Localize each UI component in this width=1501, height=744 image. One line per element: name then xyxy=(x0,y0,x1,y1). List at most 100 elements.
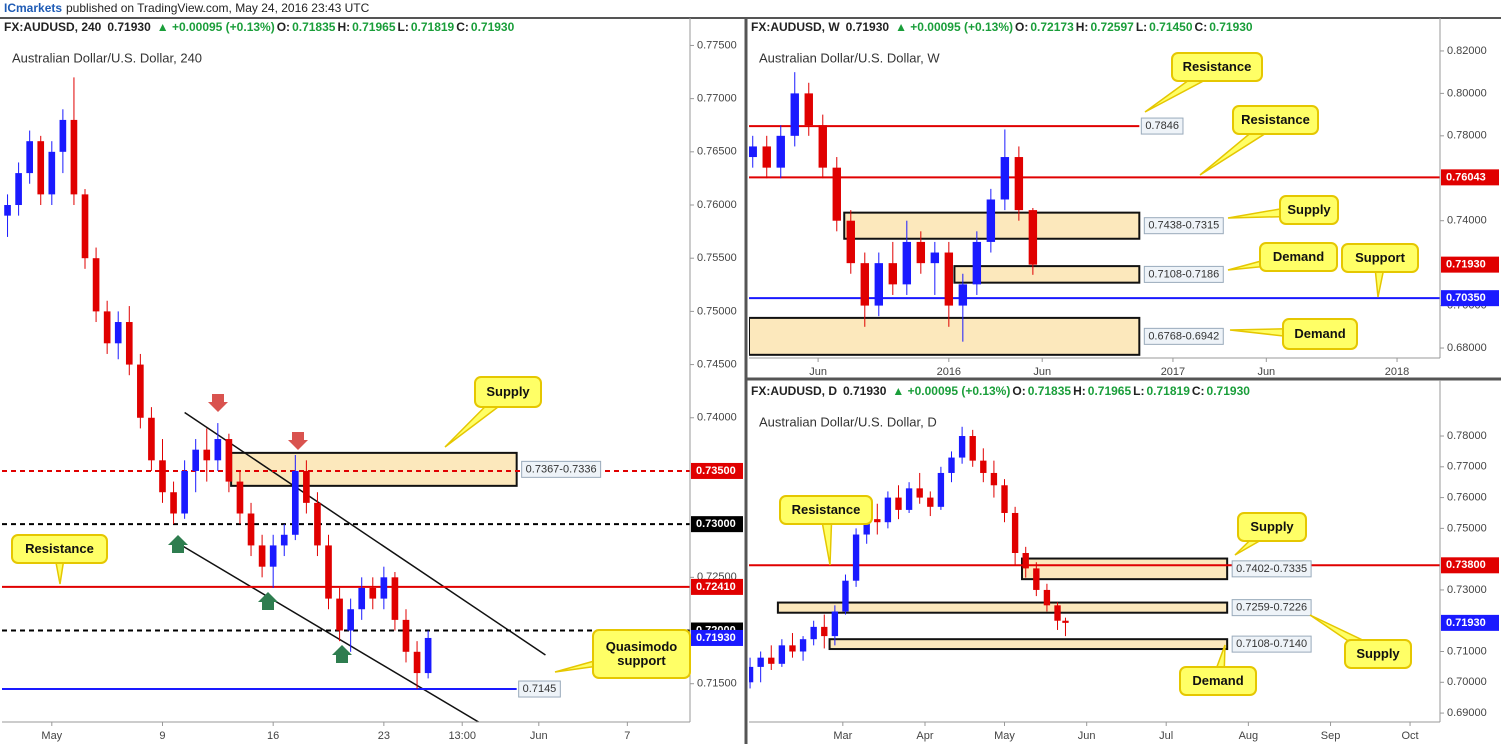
zone-label-box xyxy=(1143,217,1224,235)
candle-body xyxy=(757,657,764,667)
candle-body xyxy=(258,545,266,567)
candle-body xyxy=(81,194,89,259)
header-text: 0.71930 xyxy=(1207,384,1251,398)
candle-body xyxy=(916,241,926,264)
price-label: 0.73500 xyxy=(696,465,736,477)
callout-text: Resistance xyxy=(1241,112,1310,127)
candle-body xyxy=(832,167,841,221)
x-tick-label: 9 xyxy=(159,730,165,742)
callout-text: Quasimodo support xyxy=(605,639,678,668)
header-text: FX:AUDUSD, 240 xyxy=(4,20,102,34)
candle-body xyxy=(1043,589,1051,606)
x-tick-label: Apr xyxy=(916,730,933,742)
callout-text: Resistance xyxy=(791,502,861,517)
x-tick-label: 16 xyxy=(267,730,279,742)
candle-body xyxy=(818,125,827,168)
candle-body xyxy=(980,460,987,473)
callout-box xyxy=(1344,639,1412,669)
x-tick-label: Jun xyxy=(809,366,827,378)
y-tick-label: 0.71000 xyxy=(1447,645,1487,657)
candle-body xyxy=(958,284,968,306)
price-label: 0.71930 xyxy=(696,632,736,644)
y-tick-label: 0.74000 xyxy=(1447,215,1487,227)
callout: Resistance xyxy=(1183,60,1252,74)
candle-body xyxy=(4,205,11,216)
arrow-marker xyxy=(258,592,278,610)
candle-body xyxy=(336,598,343,631)
candle-body xyxy=(114,322,122,344)
candle-body xyxy=(15,173,22,206)
candle-body xyxy=(269,545,277,567)
header-text: ▲ +0.00095 (+0.13%) xyxy=(157,20,275,34)
callout-text: Supply xyxy=(1356,646,1400,661)
y-tick-label: 0.76500 xyxy=(697,146,737,158)
zone-label: 0.6768-0.6942 xyxy=(1148,330,1219,342)
candle-body xyxy=(902,241,912,285)
candle-body xyxy=(799,639,807,652)
header-text: H: xyxy=(1076,20,1089,34)
y-tick-label: 0.73000 xyxy=(1447,584,1487,596)
candle-body xyxy=(48,151,56,195)
y-tick-label: 0.75500 xyxy=(697,252,737,264)
callout-text: Supply xyxy=(486,384,530,399)
candle-body xyxy=(927,497,934,507)
price-label-box xyxy=(691,516,743,533)
callout-box xyxy=(1341,243,1419,273)
x-tick-label: May xyxy=(994,730,1015,742)
callout: Demand xyxy=(1192,674,1243,688)
candle-body xyxy=(804,93,813,126)
candle-body xyxy=(325,545,332,599)
callout: Supply xyxy=(486,384,530,399)
y-tick-label: 0.77500 xyxy=(697,39,737,51)
callout-box xyxy=(592,629,691,679)
callout-box xyxy=(1179,666,1257,696)
zone xyxy=(230,451,518,487)
candle-body xyxy=(986,199,996,242)
zone xyxy=(749,316,1141,356)
callout-box xyxy=(1237,512,1307,542)
candle-body xyxy=(203,449,211,461)
callout-box xyxy=(474,376,542,408)
price-label-box xyxy=(1441,290,1499,307)
candle-body xyxy=(990,472,998,486)
candle-body xyxy=(778,645,786,664)
arrow-marker xyxy=(288,432,308,450)
y-tick-label: 0.76000 xyxy=(1447,491,1487,503)
candle-body xyxy=(103,311,111,344)
candle-body xyxy=(214,439,222,461)
header-text: 0.71835 xyxy=(292,20,336,34)
candle-body xyxy=(59,119,67,152)
candle-body xyxy=(749,146,757,158)
arrow-marker xyxy=(332,645,352,663)
x-tick-label: Jun xyxy=(1257,366,1275,378)
candle-body xyxy=(236,481,244,514)
price-label-box xyxy=(1441,614,1499,631)
zone-label-box xyxy=(521,460,602,478)
candle-body xyxy=(768,657,775,664)
zone-label-box xyxy=(1143,265,1224,283)
header-text: 0.71835 xyxy=(1028,384,1072,398)
zone-label: 0.7108-0.7186 xyxy=(1148,268,1219,280)
candle-body xyxy=(358,587,366,610)
candle-body xyxy=(884,497,892,523)
header-text: 0.71930 xyxy=(1209,20,1253,34)
header-text: 0.71930 xyxy=(471,20,515,34)
y-tick-label: 0.80000 xyxy=(1447,87,1487,99)
x-tick-label: 7 xyxy=(624,730,630,742)
candle-body xyxy=(852,534,860,581)
callout: Supply xyxy=(1250,520,1293,534)
candle-body xyxy=(972,241,982,285)
y-tick-label: 0.77000 xyxy=(1447,461,1487,473)
price-label-box xyxy=(691,578,743,595)
candle-body xyxy=(948,457,955,473)
header-text: 0.71930 xyxy=(107,20,151,34)
header-text: H: xyxy=(337,20,350,34)
callout: Demand xyxy=(1273,250,1324,264)
callout-box xyxy=(1259,242,1338,272)
y-tick-label: 0.78000 xyxy=(1447,430,1487,442)
callout: Support xyxy=(1355,251,1405,265)
callout: Resistance xyxy=(1241,112,1310,127)
candle-body xyxy=(1062,620,1069,623)
candle-body xyxy=(842,580,849,612)
candle-body xyxy=(888,263,898,285)
